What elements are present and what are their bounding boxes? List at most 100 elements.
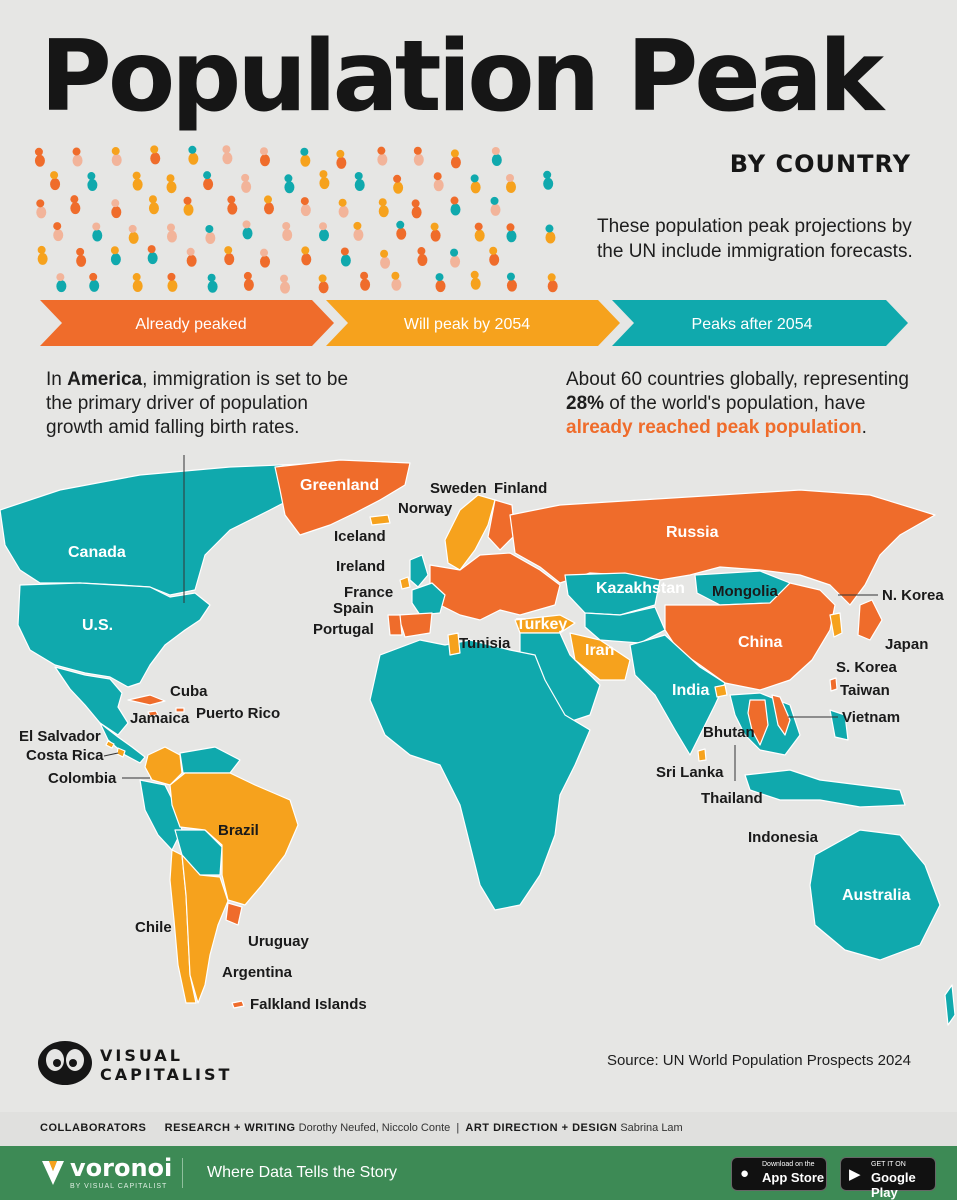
callout-right-mid: of the world's population, have <box>604 393 866 414</box>
person-figure <box>111 199 122 219</box>
person-figure <box>491 147 502 167</box>
person-figure <box>380 249 391 269</box>
voronoi-subbrand: BY VISUAL CAPITALIST <box>70 1183 168 1190</box>
person-figure <box>318 274 329 294</box>
credits-separator: | <box>456 1122 460 1134</box>
person-figure <box>36 199 47 219</box>
person-figure <box>50 171 61 191</box>
callout-right-pre: About 60 countries globally, representin… <box>566 369 909 390</box>
collaborators-bar: COLLABORATORS RESEARCH + WRITING Dorothy… <box>0 1112 957 1146</box>
label-kazakhstan: Kazakhstan <box>596 580 685 597</box>
leader-costa-rica <box>103 752 119 757</box>
america-callout: In America, immigration is set to be the… <box>46 368 366 440</box>
region-tunisia <box>447 632 461 656</box>
person-figure <box>300 147 311 167</box>
region-uruguay <box>225 902 243 926</box>
voronoi-logo-icon <box>42 1161 64 1185</box>
person-figure <box>543 170 554 190</box>
label-taiwan: Taiwan <box>840 682 890 699</box>
label-puerto-rico: Puerto Rico <box>196 705 280 722</box>
label-russia: Russia <box>666 524 719 541</box>
person-figure <box>433 172 444 192</box>
region-central-asia <box>584 606 666 644</box>
person-figure <box>224 246 235 266</box>
design-label: ART DIRECTION + DESIGN <box>465 1122 618 1134</box>
google-play-small-text: GET IT ON <box>871 1161 906 1168</box>
label-mongolia: Mongolia <box>712 583 778 600</box>
label-france: France <box>344 584 393 601</box>
person-figure <box>393 174 404 194</box>
footer-divider <box>182 1158 183 1188</box>
person-figure <box>70 195 81 215</box>
person-figure <box>506 272 517 292</box>
app-store-button[interactable]: ● Download on the App Store <box>731 1157 827 1191</box>
label-tunisia: Tunisia <box>459 635 511 652</box>
world-map: Greenland Sweden Finland Norway Iceland … <box>0 455 956 1026</box>
region-cuba <box>127 694 166 706</box>
person-figure <box>450 196 461 216</box>
label-s-korea: S. Korea <box>836 659 898 676</box>
person-figure <box>56 273 67 293</box>
region-finland <box>487 499 516 551</box>
person-figure <box>470 270 481 290</box>
legend-label-will-peak: Will peak by 2054 <box>404 316 530 333</box>
label-brazil: Brazil <box>218 822 259 839</box>
person-figure <box>417 247 428 267</box>
person-figure <box>360 271 371 291</box>
region-us <box>17 582 211 688</box>
person-figure <box>76 247 87 267</box>
label-norway: Norway <box>398 500 453 517</box>
projection-note: These population peak projections by the… <box>597 216 913 262</box>
label-greenland: Greenland <box>300 477 379 494</box>
region-australia <box>809 829 941 961</box>
region-spain <box>397 612 433 638</box>
person-figure <box>150 145 161 165</box>
person-figure <box>545 224 556 244</box>
region-sri-lanka <box>697 748 707 762</box>
region-kazakhstan <box>564 572 661 616</box>
google-play-button[interactable]: ▶ GET IT ON Google Play <box>840 1157 936 1200</box>
region-peru-ecuador <box>139 779 183 851</box>
legend-arrow-peaks-after <box>612 300 908 346</box>
person-figure <box>450 248 461 268</box>
label-turkey: Turkey <box>516 616 567 633</box>
label-el-salvador: El Salvador <box>19 728 101 745</box>
region-puerto-rico <box>175 707 185 713</box>
label-vietnam: Vietnam <box>842 709 900 726</box>
person-figure <box>222 145 233 165</box>
person-figure <box>338 198 349 218</box>
peak-share-callout: About 60 countries globally, representin… <box>566 368 926 440</box>
person-figure <box>377 146 388 166</box>
region-iran <box>569 632 631 681</box>
legend-label-peaks-after: Peaks after 2054 <box>692 316 813 333</box>
callout-right-end: . <box>861 417 867 438</box>
visual-capitalist-logo-icon <box>38 1041 92 1085</box>
voronoi-wordmark[interactable]: voronoi <box>70 1154 173 1182</box>
person-figure <box>132 273 143 293</box>
label-ireland: Ireland <box>336 558 385 575</box>
person-figure <box>435 273 446 293</box>
google-play-big-text: Google Play <box>871 1170 916 1200</box>
label-sweden: Sweden <box>430 480 487 497</box>
callout-left-strong: America <box>67 369 143 390</box>
person-figure <box>280 274 291 294</box>
label-chile: Chile <box>135 919 172 936</box>
region-brazil <box>169 772 299 906</box>
person-figure <box>34 147 45 167</box>
region-russia <box>509 489 936 606</box>
person-figure <box>474 222 485 242</box>
brand-line-1: VISUAL <box>100 1046 183 1065</box>
person-figure <box>167 272 178 292</box>
label-costa-rica: Costa Rica <box>26 747 104 764</box>
person-figure <box>203 171 214 191</box>
region-venezuela-guianas <box>179 746 241 774</box>
person-figure <box>489 246 500 266</box>
collaborators-label: COLLABORATORS <box>40 1122 147 1134</box>
region-south-asia <box>629 634 726 756</box>
person-figure <box>430 222 441 242</box>
person-figure <box>186 247 197 267</box>
person-figure <box>260 248 271 268</box>
region-vietnam <box>771 694 791 736</box>
label-us: U.S. <box>82 617 113 634</box>
region-taiwan <box>829 677 838 692</box>
